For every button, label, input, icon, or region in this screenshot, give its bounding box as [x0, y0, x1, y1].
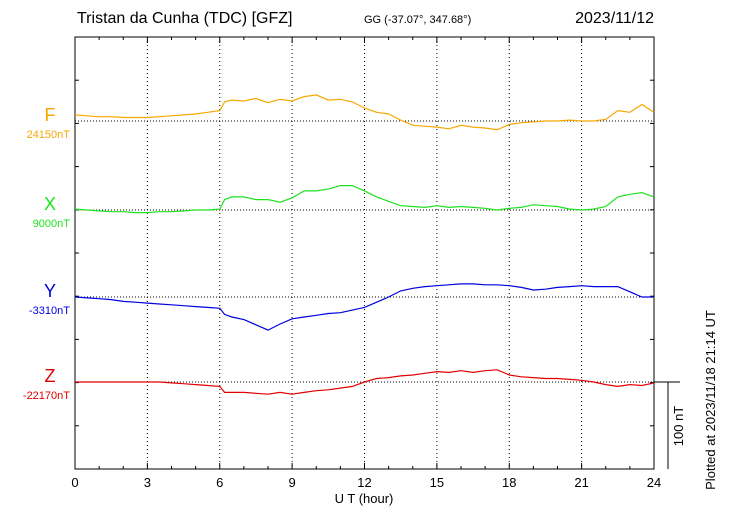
x-tick-label-18: 18: [502, 475, 516, 490]
x-tick-label-24: 24: [647, 475, 661, 490]
series-lines: [74, 94, 655, 395]
channel-name-Z: Z: [44, 366, 56, 386]
channel-name-F: F: [44, 105, 56, 125]
x-tick-label-21: 21: [574, 475, 588, 490]
channel-baseline-Z: -22170nT: [22, 390, 70, 402]
plot-date: 2023/11/12: [575, 10, 654, 27]
x-tick-label-9: 9: [289, 475, 296, 490]
scale-bar-label: 100 nT: [671, 406, 686, 447]
x-tick-label-15: 15: [430, 475, 444, 490]
station-title: Tristan da Cunha (TDC) [GFZ]: [77, 10, 293, 27]
plotted-timestamp: Plotted at 2023/11/18 21:14 UT: [703, 310, 718, 490]
series-line-Z: [75, 369, 655, 395]
channel-name-X: X: [43, 194, 56, 214]
x-tick-labels: 0 3 6 9 12 15 18 21 24: [71, 475, 661, 490]
station-coordinates: GG (-37.07°, 347.68°): [364, 14, 472, 26]
x-axis-label: U T (hour): [335, 491, 394, 506]
channel-baseline-X: 9000nT: [32, 218, 70, 230]
x-tick-label-6: 6: [216, 475, 223, 490]
x-tick-label-0: 0: [71, 475, 78, 490]
series-line-Y: [74, 283, 654, 331]
series-line-F: [74, 94, 655, 131]
grid-lines: [146, 37, 583, 469]
channel-name-Y: Y: [43, 281, 56, 301]
x-tick-label-3: 3: [144, 475, 151, 490]
x-tick-label-12: 12: [357, 475, 371, 490]
baseline-lines: [75, 120, 654, 383]
series-line-X: [74, 185, 655, 214]
channel-baseline-F: 24150nT: [26, 129, 70, 141]
scale-bar: 100 nT: [654, 381, 686, 469]
channel-baseline-Y: -3310nT: [29, 305, 70, 317]
